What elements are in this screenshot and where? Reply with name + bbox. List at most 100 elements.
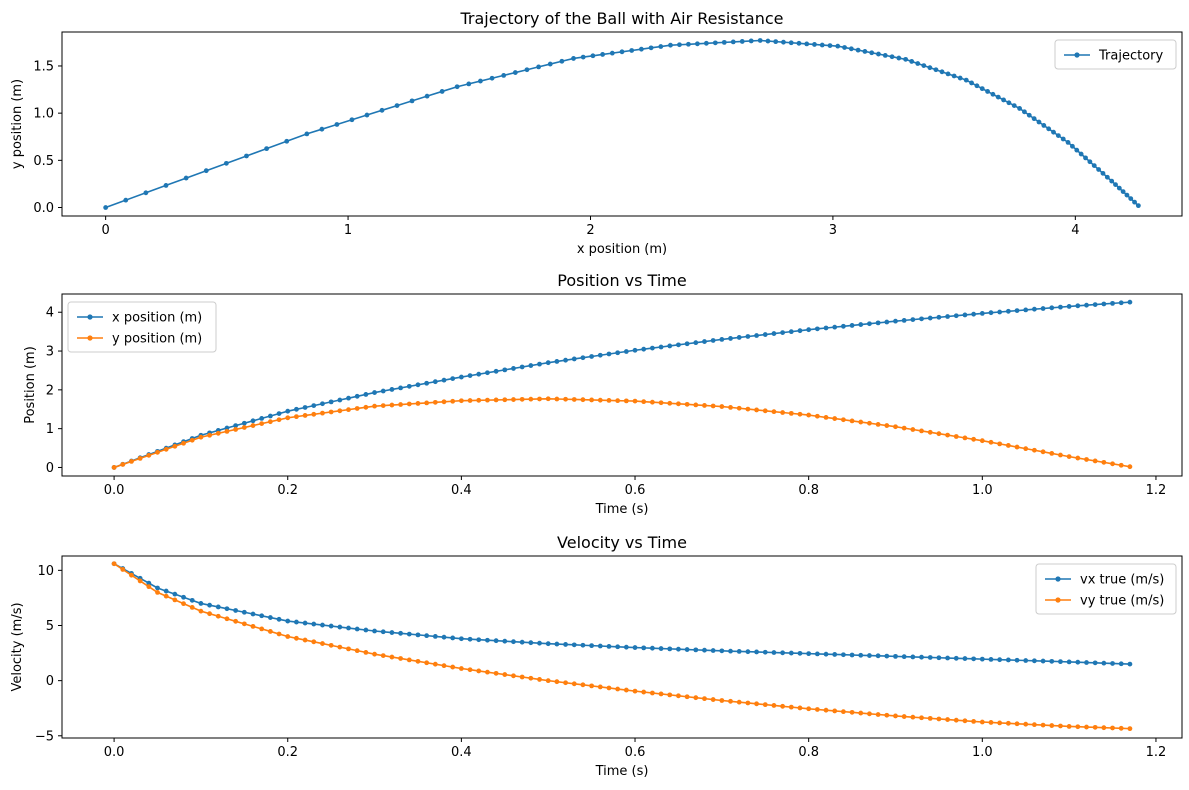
data-point (502, 397, 508, 403)
data-point (693, 647, 699, 653)
data-point (537, 677, 542, 682)
panel-position: Position vs Time 0.0 0.2 0.4 0.6 0.8 1.0 1.2 0 1 2… (23, 271, 1183, 517)
data-point (409, 98, 415, 104)
data-point (146, 580, 152, 586)
data-point (684, 694, 690, 700)
x-tick-label: 3 (829, 223, 837, 238)
data-point (528, 640, 534, 646)
data-point (233, 423, 239, 429)
y-tick-label: 1 (46, 422, 54, 437)
data-point (183, 175, 189, 181)
data-point (476, 397, 482, 403)
data-point (424, 93, 430, 99)
data-point (589, 683, 595, 689)
data-point (997, 720, 1003, 726)
data-point (215, 613, 221, 619)
data-point (694, 41, 700, 47)
y-tick-label: 2 (46, 383, 54, 398)
data-point (703, 40, 709, 46)
data-point (927, 715, 933, 721)
data-point (1110, 661, 1115, 666)
data-point (458, 374, 464, 380)
data-point (632, 688, 638, 694)
data-point (632, 645, 638, 650)
data-point (485, 637, 490, 643)
data-point (1023, 658, 1029, 663)
data-point (1087, 159, 1093, 165)
data-point (485, 370, 490, 376)
data-point (754, 701, 759, 707)
data-point (754, 649, 759, 655)
data-point (571, 356, 577, 362)
x-tick-label: 0.2 (277, 745, 298, 760)
data-point (1128, 196, 1134, 202)
data-point (606, 351, 612, 357)
data-point (915, 61, 921, 66)
data-point (224, 425, 230, 431)
series-trajectory (103, 38, 1141, 210)
data-point (485, 397, 490, 403)
data-point (511, 673, 516, 679)
data-point (745, 700, 751, 706)
data-point (580, 682, 586, 688)
data-point (524, 67, 530, 73)
data-point (1032, 658, 1037, 664)
data-point (896, 55, 902, 61)
series-line (113, 563, 1130, 730)
data-point (804, 41, 810, 47)
data-point (319, 126, 325, 132)
data-point (619, 49, 625, 55)
data-point (441, 634, 447, 640)
data-point (493, 638, 499, 644)
data-point (1118, 725, 1124, 731)
data-point (710, 403, 716, 409)
data-point (819, 42, 825, 48)
data-point (797, 328, 803, 334)
data-point (349, 117, 355, 123)
data-point (1075, 724, 1081, 730)
data-point (927, 429, 933, 435)
data-point (797, 411, 803, 417)
data-point (346, 407, 351, 413)
data-point (971, 719, 977, 724)
data-point (589, 397, 595, 403)
data-point (563, 642, 568, 647)
series-x-position-m- (111, 299, 1133, 470)
data-point (519, 639, 525, 645)
data-point (797, 705, 803, 711)
data-point (554, 679, 560, 685)
legend: Trajectory (1054, 39, 1177, 70)
y-tick-label: 0.5 (33, 154, 54, 169)
data-point (910, 714, 916, 720)
data-point (424, 380, 430, 386)
data-point (476, 668, 482, 674)
data-point (590, 53, 596, 59)
data-point (1065, 140, 1071, 145)
data-point (1074, 147, 1080, 153)
data-point (1110, 461, 1115, 467)
data-point (398, 385, 403, 391)
data-point (736, 335, 742, 340)
data-point (814, 651, 820, 657)
data-point (658, 400, 664, 406)
data-point (146, 584, 152, 590)
data-point (241, 621, 247, 627)
data-point (945, 314, 950, 319)
data-point (259, 613, 265, 619)
data-point (536, 64, 542, 70)
data-point (467, 398, 473, 403)
data-point (502, 672, 508, 677)
data-point (476, 637, 482, 643)
data-point (754, 333, 759, 338)
data-point (285, 415, 291, 421)
data-point (294, 619, 299, 625)
data-point (606, 643, 612, 649)
data-point (363, 392, 369, 397)
data-point (841, 323, 846, 329)
data-point (979, 656, 985, 662)
data-point (745, 649, 751, 655)
data-point (1055, 133, 1061, 139)
data-point (372, 403, 377, 409)
data-point (1104, 174, 1110, 180)
data-point (1075, 303, 1081, 309)
